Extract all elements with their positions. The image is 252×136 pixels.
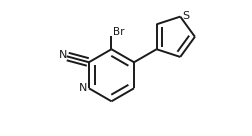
Text: N: N	[79, 83, 87, 93]
Text: N: N	[58, 50, 67, 60]
Text: S: S	[182, 11, 189, 21]
Text: Br: Br	[113, 27, 124, 37]
